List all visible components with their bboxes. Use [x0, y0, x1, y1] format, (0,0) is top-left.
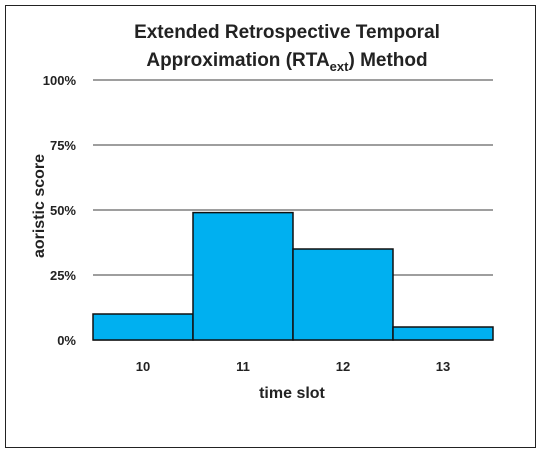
y-tick-label: 100%	[43, 73, 77, 88]
chart-title-line-2: Approximation (RTAext) Method	[146, 50, 427, 74]
x-tick-label: 11	[236, 359, 250, 374]
bar-11	[192, 211, 294, 341]
y-tick-labels: 0% 25% 50% 75% 100%	[43, 73, 77, 348]
chart-title-line-2-prefix: Approximation (RTA	[146, 50, 330, 71]
y-tick-label: 0%	[57, 333, 76, 348]
x-axis-title: time slot	[259, 385, 325, 402]
bars	[92, 211, 494, 341]
x-tick-label: 10	[136, 359, 150, 374]
chart-title-line-1: Extended Retrospective Temporal	[134, 22, 440, 43]
y-axis-title: aoristic score	[31, 154, 48, 258]
x-tick-labels: 10 11 12 13	[136, 359, 450, 374]
chart-title-subscript: ext	[330, 59, 349, 74]
y-tick-label: 50%	[50, 203, 76, 218]
y-tick-label: 25%	[50, 268, 76, 283]
y-tick-label: 75%	[50, 138, 76, 153]
chart-title-line-2-suffix: ) Method	[348, 50, 427, 71]
x-tick-label: 12	[336, 359, 350, 374]
bar-10	[92, 313, 194, 341]
x-tick-label: 13	[436, 359, 450, 374]
bar-12	[292, 248, 394, 341]
bar-13	[392, 326, 494, 341]
